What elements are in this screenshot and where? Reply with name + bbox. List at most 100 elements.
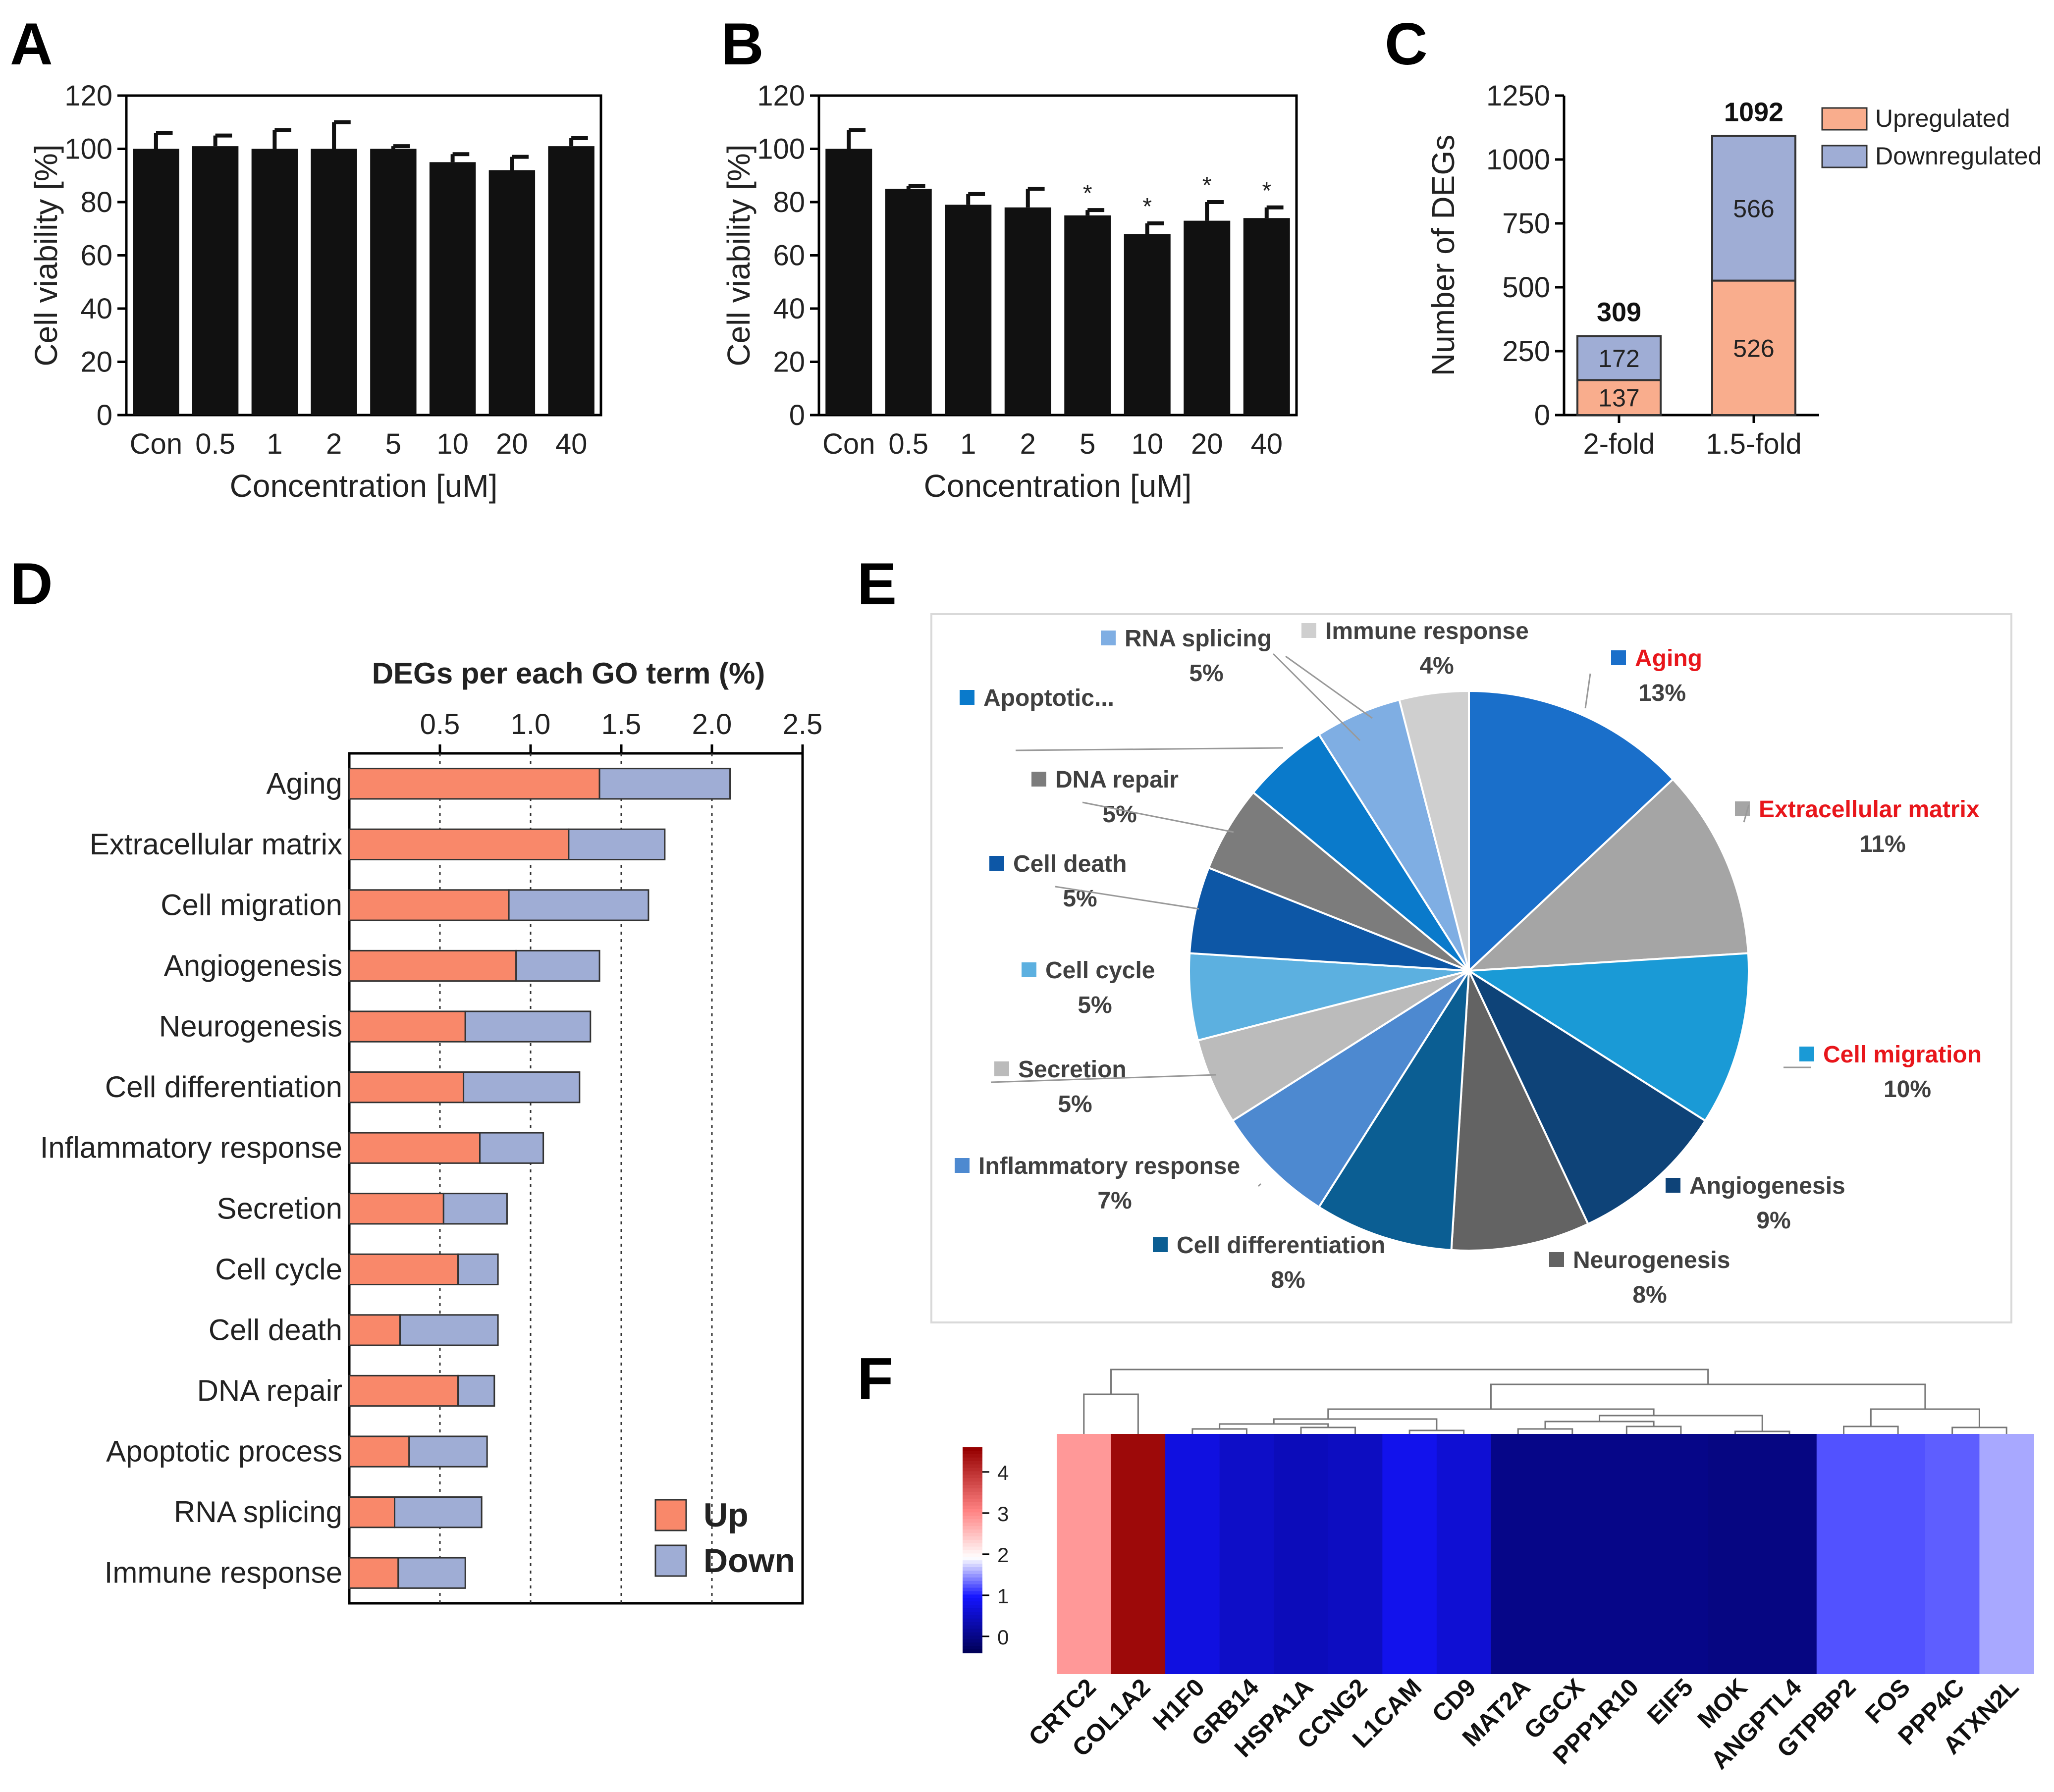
panel-letter-f: F	[857, 1346, 893, 1412]
colorbar-step	[963, 1635, 982, 1640]
legend-marker	[1301, 623, 1316, 638]
legend-marker	[1611, 650, 1626, 665]
chart-e-pie: Aging 13% Extracellular matrix 11% Cell migr…	[930, 613, 2012, 1323]
colorbar-step	[963, 1639, 982, 1643]
slice-percent: 5%	[1058, 1091, 1092, 1117]
category-label: Secretion	[217, 1192, 342, 1225]
legend-marker	[1101, 631, 1116, 645]
slice-percent: 4%	[1419, 653, 1454, 679]
x-tick-label: 2.5	[783, 708, 823, 740]
heatmap-cell	[1057, 1434, 1112, 1674]
y-tick-label: 1000	[1486, 144, 1550, 176]
bar	[370, 149, 417, 415]
colorbar-step	[963, 1591, 982, 1595]
significance-mark: *	[1083, 180, 1092, 207]
significance-mark: *	[1202, 172, 1212, 199]
chart-a-viability: 0 20 40 60 80 100 120 Con 0.5 1 2 5 10 20 40 Concentrat…	[28, 80, 602, 504]
heatmap-cell	[1708, 1434, 1763, 1674]
category-label: Cell migration	[161, 888, 342, 921]
pie-slice	[1207, 791, 1470, 972]
colorbar-step	[963, 1581, 982, 1585]
y-tick-label: 40	[80, 293, 112, 325]
y-tick-label: 120	[64, 80, 112, 112]
legend-marker	[1666, 1178, 1680, 1193]
slice-percent: 11%	[1859, 831, 1905, 857]
bar-segment	[442, 1193, 508, 1225]
category-label: Neurogenesis	[159, 1010, 342, 1043]
heatmap-cell	[1762, 1434, 1817, 1674]
y-tick-label: 500	[1502, 271, 1550, 304]
legend-marker	[955, 1158, 970, 1173]
colorbar-tick-label: 1	[997, 1584, 1009, 1608]
x-tick-label: 0.5	[420, 708, 460, 740]
colorbar-step	[963, 1461, 982, 1465]
leader-line	[1285, 655, 1373, 719]
colorbar-tick-label: 3	[997, 1502, 1009, 1526]
colorbar-step	[963, 1649, 982, 1653]
slice-label: Cell migration	[1823, 1042, 1982, 1068]
slice-percent: 8%	[1632, 1282, 1667, 1308]
colorbar-tick-label: 4	[997, 1461, 1009, 1484]
stacked-bar-segment	[1711, 135, 1796, 282]
legend-marker	[960, 690, 974, 705]
panel-letter-b: B	[721, 11, 764, 77]
bar-segment	[568, 828, 666, 860]
y-tick-label: 100	[757, 133, 805, 165]
bar-segment	[508, 889, 649, 921]
pie-slice	[1317, 698, 1470, 972]
y-tick-label: 120	[757, 80, 805, 112]
pie-slice	[1450, 970, 1590, 1252]
y-axis-label: Cell viability [%]	[721, 144, 757, 366]
dendrogram-branch	[1599, 1415, 1763, 1431]
colorbar-step	[963, 1516, 982, 1520]
bar	[1184, 220, 1231, 415]
pie-slice	[1466, 778, 1750, 972]
colorbar-step	[963, 1646, 982, 1650]
bar	[251, 149, 298, 415]
bar-segment	[348, 1314, 401, 1346]
dendrogram-branch	[1625, 1425, 1682, 1434]
bar-segment	[348, 1496, 395, 1528]
dendrogram-branch	[1734, 1430, 1790, 1434]
category-label: DNA repair	[197, 1374, 342, 1407]
leader-line	[1743, 804, 1750, 823]
x-tick-label: Con	[130, 428, 182, 460]
y-tick-label: 750	[1502, 208, 1550, 240]
colorbar-step	[963, 1625, 982, 1630]
x-tick-label: 2	[1020, 428, 1036, 460]
heatmap-cell	[1925, 1434, 1980, 1674]
bar	[488, 170, 536, 415]
x-tick-label: 1	[960, 428, 976, 460]
legend-marker	[994, 1061, 1009, 1076]
legend-swatch	[1821, 107, 1868, 131]
legend-label: Down	[703, 1542, 795, 1580]
legend-swatch	[654, 1499, 687, 1531]
bar	[311, 149, 357, 415]
category-label: Cell differentiation	[105, 1070, 342, 1104]
pie-slice	[1465, 952, 1750, 1122]
heatmap-cell	[1382, 1434, 1437, 1674]
colorbar-step	[963, 1450, 982, 1455]
heatmap-cell	[1219, 1434, 1275, 1674]
colorbar-step	[963, 1615, 982, 1619]
y-tick-label: 100	[64, 133, 112, 165]
segment-value-label: 566	[1733, 195, 1774, 223]
bar-segment	[598, 768, 731, 800]
leader-line	[1584, 673, 1591, 709]
y-tick-label: 60	[80, 240, 112, 272]
colorbar-step	[963, 1605, 982, 1609]
colorbar-step	[963, 1543, 982, 1547]
bar-segment	[348, 1132, 481, 1164]
leader-line	[1257, 1183, 1262, 1187]
colorbar-step	[963, 1584, 982, 1588]
colorbar-step	[963, 1454, 982, 1458]
pie-slice	[1231, 970, 1470, 1209]
stacked-bar-segment	[1576, 379, 1662, 416]
chart-b-viability: 0 20 40 60 80 100 120 Con 0.5 1 2 5 * 10 * 20 * 40 * Concen…	[721, 80, 1298, 504]
x-tick-label: 20	[496, 428, 528, 460]
heatmap-cell	[1654, 1434, 1709, 1674]
x-axis-label: Concentration [uM]	[230, 468, 498, 504]
leader-line	[1272, 653, 1361, 741]
x-tick-label: 1.0	[511, 708, 551, 740]
bar-segment	[399, 1314, 499, 1346]
